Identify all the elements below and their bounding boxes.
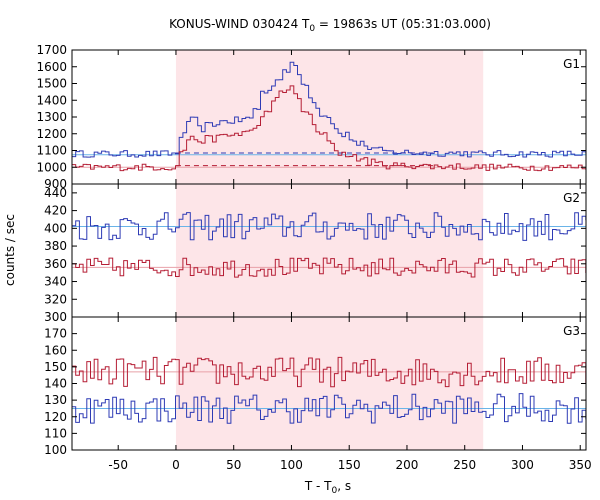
y-tick-label: 300 — [44, 310, 67, 324]
x-tick-label: 350 — [569, 458, 592, 472]
y-tick-label: 100 — [44, 443, 67, 457]
x-tick-label: 200 — [396, 458, 419, 472]
y-tick-label: 160 — [44, 343, 67, 357]
panel-label: G3 — [563, 324, 580, 338]
y-tick-label: 150 — [44, 360, 67, 374]
y-tick-label: 360 — [44, 257, 67, 271]
x-tick-label: 150 — [338, 458, 361, 472]
series-line — [72, 61, 587, 158]
panel-label: G2 — [563, 191, 580, 205]
y-tick-label: 1200 — [36, 127, 67, 141]
y-tick-label: 1700 — [36, 43, 67, 57]
y-tick-label: 440 — [44, 186, 67, 200]
panel-label: G1 — [563, 57, 580, 71]
x-tick-label: 0 — [172, 458, 180, 472]
y-tick-label: 900 — [44, 177, 67, 191]
series-line — [72, 85, 587, 172]
shaded-interval — [175, 184, 484, 317]
x-tick-label: 50 — [226, 458, 241, 472]
y-tick-label: 110 — [44, 426, 67, 440]
shaded-interval — [175, 317, 484, 450]
y-tick-label: 140 — [44, 377, 67, 391]
y-tick-label: 400 — [44, 221, 67, 235]
y-tick-label: 1100 — [36, 144, 67, 158]
x-tick-label: -50 — [108, 458, 128, 472]
y-tick-label: 320 — [44, 292, 67, 306]
y-tick-label: 1000 — [36, 160, 67, 174]
x-tick-label: 250 — [453, 458, 476, 472]
y-tick-label: 120 — [44, 410, 67, 424]
y-tick-label: 380 — [44, 239, 67, 253]
series-line — [72, 212, 587, 241]
y-tick-label: 170 — [44, 327, 67, 341]
series-line — [72, 393, 587, 424]
y-tick-label: 130 — [44, 393, 67, 407]
y-axis-title: counts / sec — [3, 214, 17, 286]
y-tick-label: 340 — [44, 275, 67, 289]
y-tick-label: 1600 — [36, 60, 67, 74]
plot-area: 10001100120013001400150016001700900G1320… — [36, 43, 591, 472]
chart-title: KONUS-WIND 030424 T0 = 19863s UT (05:31:… — [169, 17, 491, 34]
y-tick-label: 420 — [44, 204, 67, 218]
series-line — [72, 356, 587, 388]
y-tick-label: 1500 — [36, 77, 67, 91]
x-tick-label: 100 — [280, 458, 303, 472]
y-tick-label: 1300 — [36, 110, 67, 124]
x-tick-label: 300 — [511, 458, 534, 472]
series-line — [72, 257, 587, 278]
x-axis-title: T - T0, s — [304, 479, 351, 496]
y-tick-label: 1400 — [36, 93, 67, 107]
